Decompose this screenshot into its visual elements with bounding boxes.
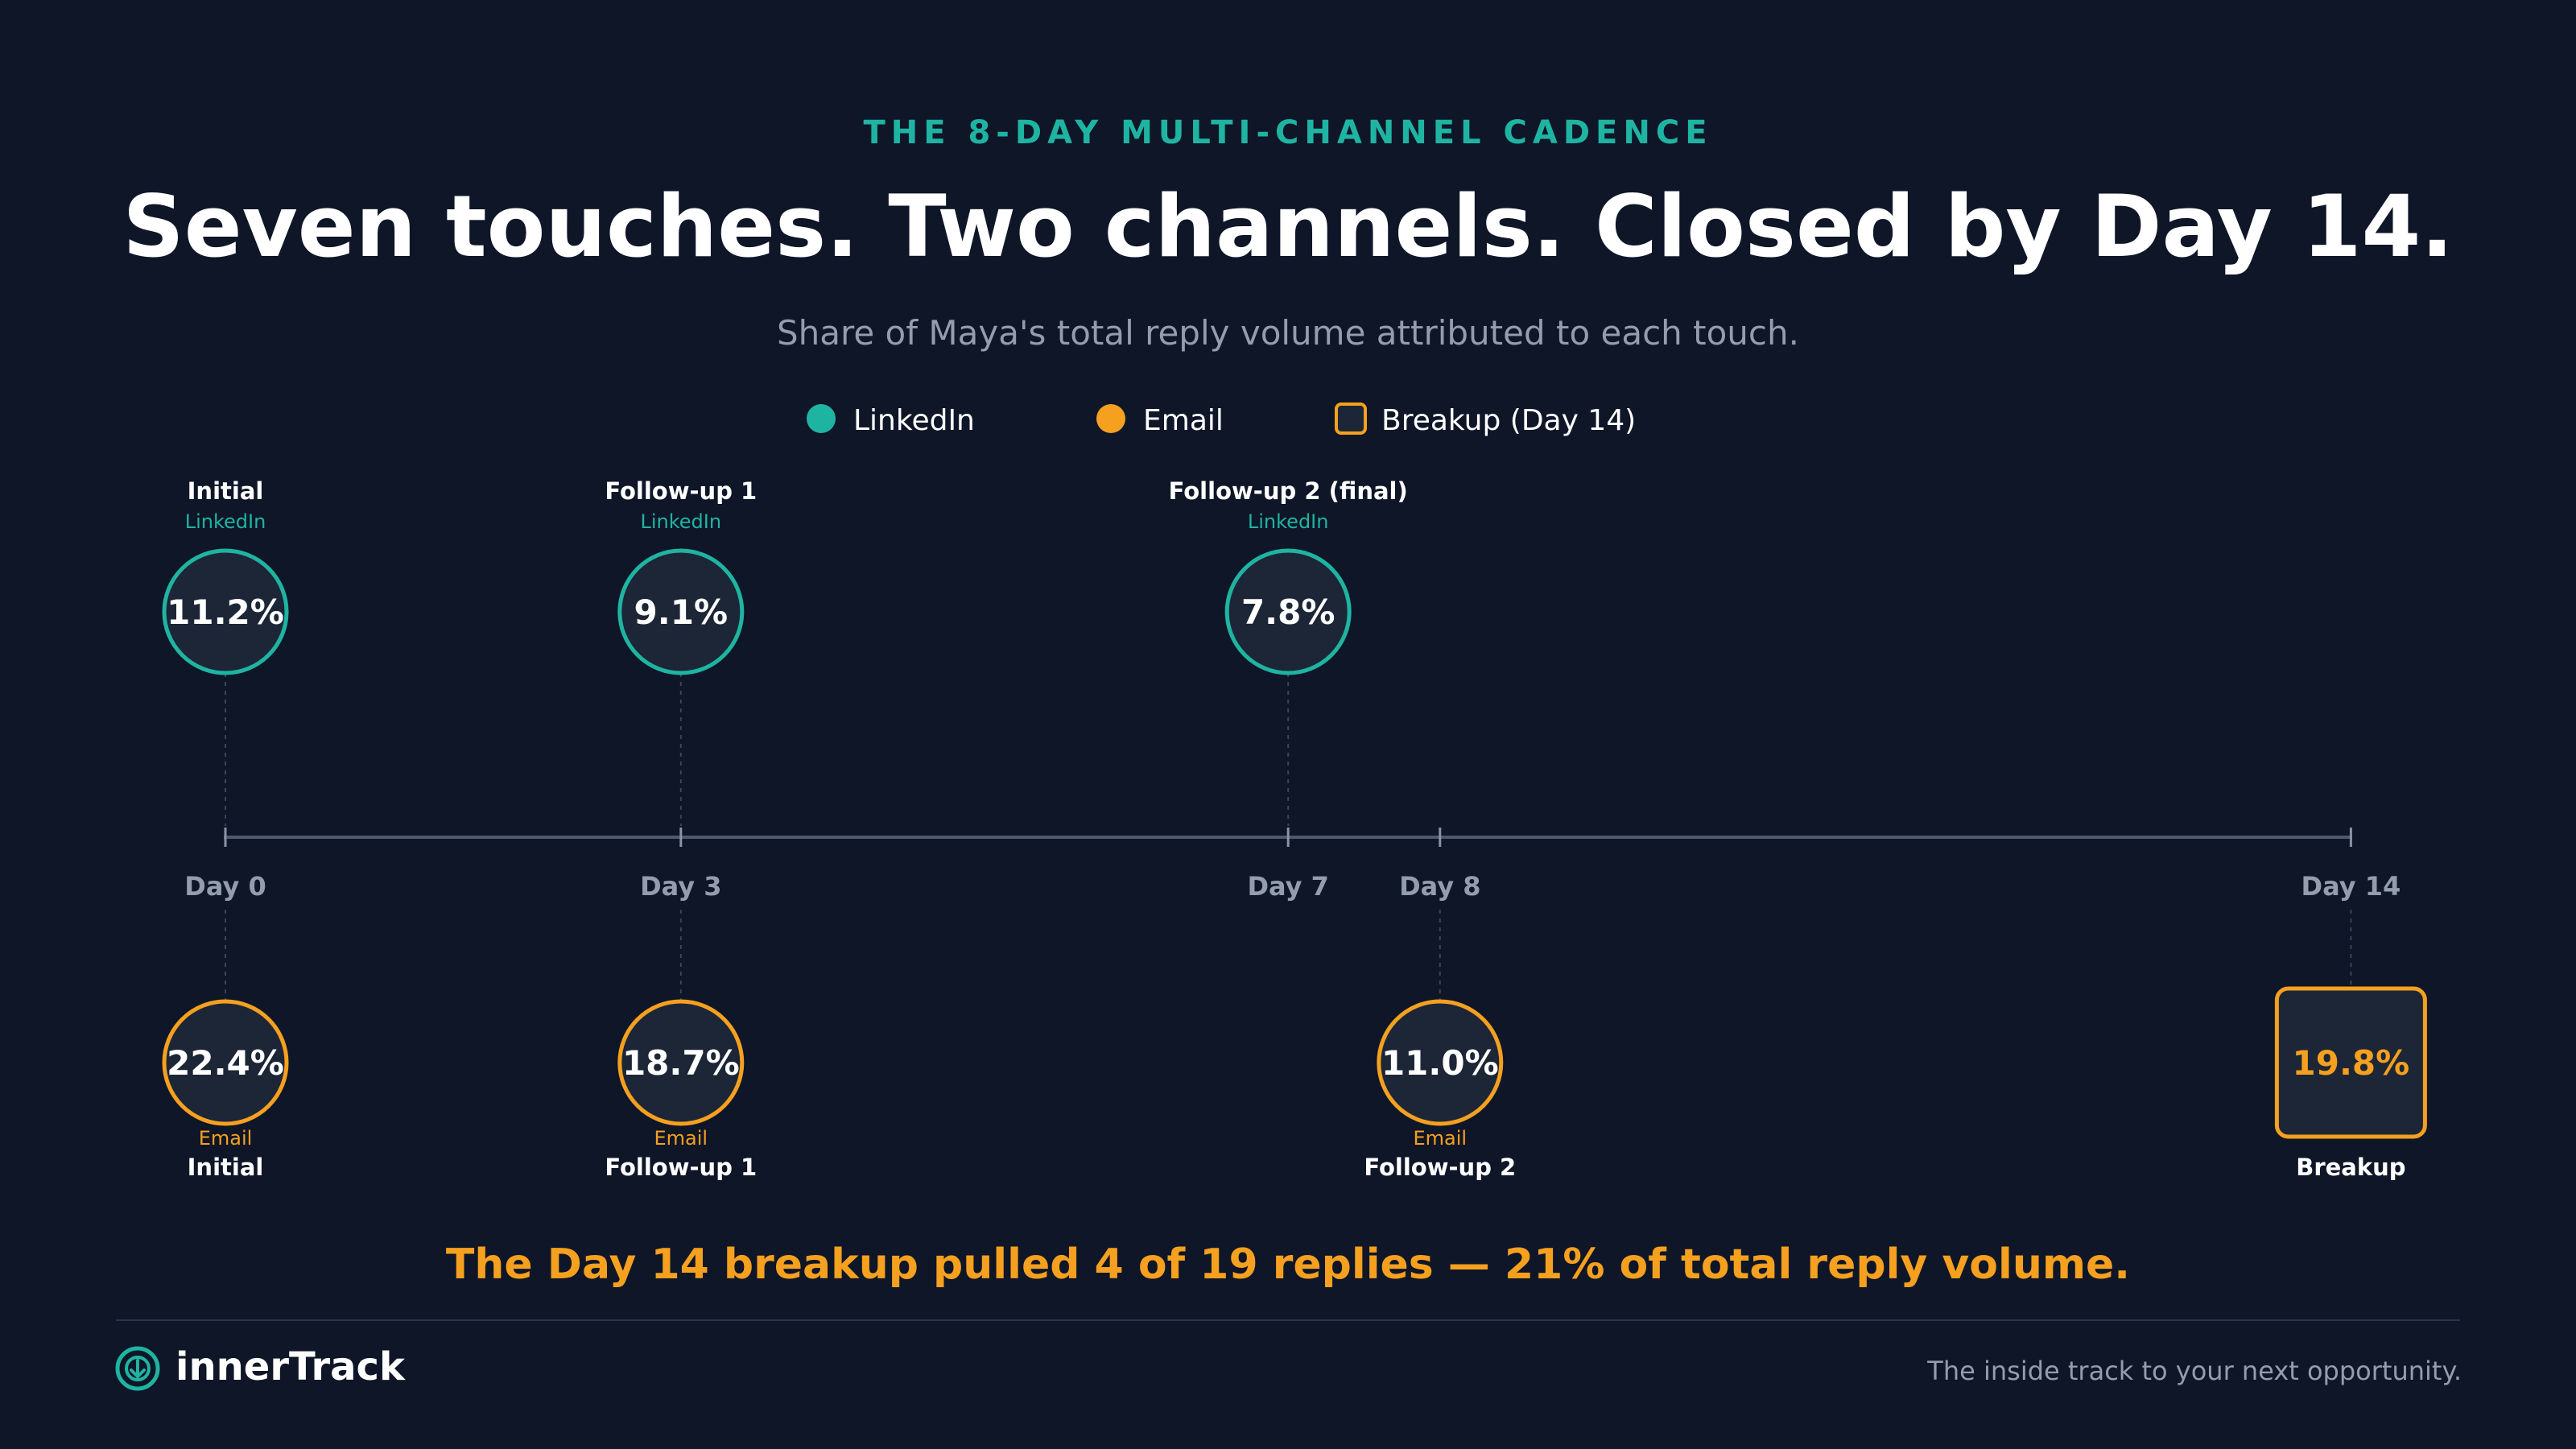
email-touch-node (162, 999, 289, 1126)
touch-share: 9.1% (634, 592, 728, 632)
breakup-touch-node (2274, 986, 2427, 1139)
linkedin-touches: Initial LinkedIn 11.2% Follow-up 1 LinkedIn 9… (162, 477, 1408, 826)
email-touches: 22.4% Email Initial 18.7% Email Follow-up 1 11… (162, 910, 1516, 1181)
brand-logo-icon (115, 1346, 160, 1391)
linkedin-touch-node (617, 548, 745, 675)
touch-name: Follow-up 1 (605, 477, 757, 505)
touch-share: 11.2% (167, 592, 284, 632)
day-label: Day 0 (184, 871, 266, 902)
brand-logo-inner (125, 1356, 151, 1381)
touch-share: 22.4% (167, 1043, 284, 1083)
day-label: Day 14 (2301, 871, 2401, 902)
touch-name: Follow-up 1 (605, 1154, 757, 1181)
legend-linkedin-label: LinkedIn (853, 404, 975, 437)
legend-breakup-swatch (1335, 402, 1367, 435)
touch-channel: LinkedIn (641, 510, 722, 533)
page-subtitle: Share of Maya's total reply volume attri… (777, 313, 1799, 353)
callout-text: The Day 14 breakup pulled 4 of 19 replie… (446, 1241, 2130, 1289)
timeline: Day 0 Day 3 Day 7 Day 8 Day 14 (184, 828, 2401, 902)
touch-name: Initial (188, 477, 264, 505)
legend-breakup-label: Breakup (Day 14) (1381, 404, 1636, 437)
email-touch-node (617, 999, 745, 1126)
touch-channel: Email (1414, 1127, 1468, 1150)
touch-share: 18.7% (622, 1043, 740, 1083)
day-label: Day 8 (1399, 871, 1480, 902)
touch-share: 11.0% (1381, 1043, 1499, 1083)
touch-channel: LinkedIn (185, 510, 266, 533)
legend-email-label: Email (1143, 404, 1224, 437)
touch-channel: Email (654, 1127, 708, 1150)
linkedin-touch-node (162, 548, 289, 675)
brand-logo (115, 1346, 160, 1391)
touch-name: Follow-up 2 (final) (1169, 477, 1408, 505)
touch-name: Breakup (2296, 1154, 2405, 1181)
touch-channel: Email (199, 1127, 253, 1150)
touch-name: Follow-up 2 (1364, 1154, 1516, 1181)
breakup-touch: 19.8% Breakup (2274, 910, 2427, 1181)
brand-name: innerTrack (175, 1344, 406, 1389)
page-title: Seven touches. Two channels. Closed by D… (122, 177, 2453, 276)
touch-channel: LinkedIn (1248, 510, 1329, 533)
day-label: Day 3 (640, 871, 721, 902)
legend-linkedin-swatch (807, 404, 836, 433)
legend: LinkedIn Email Breakup (Day 14) (807, 402, 1636, 437)
touch-share: 7.8% (1241, 592, 1335, 632)
legend-email-swatch (1096, 404, 1125, 433)
email-touch-node (1377, 999, 1504, 1126)
eyebrow-title: THE 8-DAY MULTI-CHANNEL CADENCE (863, 114, 1712, 151)
brand-logo-arrow (130, 1359, 146, 1378)
footer-tagline: The inside track to your next opportunit… (1926, 1356, 2462, 1386)
touch-share: 19.8% (2293, 1043, 2410, 1083)
day-label: Day 7 (1247, 871, 1328, 902)
touch-name: Initial (188, 1154, 264, 1181)
linkedin-touch-node (1224, 548, 1352, 675)
